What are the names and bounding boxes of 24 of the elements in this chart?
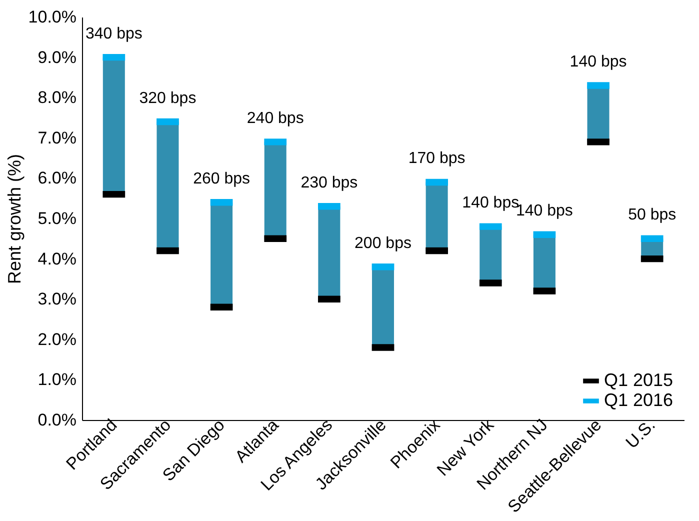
- y-tick-label: 9.0%: [38, 48, 76, 67]
- legend-label: Q1 2016: [604, 390, 674, 410]
- y-tick-label: 5.0%: [38, 209, 76, 228]
- y-tick-label: 7.0%: [38, 128, 76, 148]
- y-tick-label: 1.0%: [38, 370, 76, 390]
- annotation: 50 bps: [628, 206, 676, 224]
- legend-label: Q1 2015: [604, 370, 674, 390]
- annotation: 140 bps: [570, 54, 627, 71]
- y-tick-label: 6.0%: [38, 168, 76, 188]
- y-tick-label: 3.0%: [38, 290, 76, 309]
- annotation: 240 bps: [246, 110, 304, 127]
- annotation: 320 bps: [139, 90, 196, 107]
- x-tick-label: U.S.: [622, 415, 659, 452]
- y-tick-label: 2.0%: [38, 330, 76, 349]
- y-tick-label: 10.0%: [28, 8, 76, 26]
- annotation: 200 bps: [354, 234, 412, 252]
- annotation: 230 bps: [300, 174, 358, 192]
- annotation: 140 bps: [462, 194, 520, 212]
- annotation: 340 bps: [85, 25, 142, 42]
- annotation: 170 bps: [408, 150, 466, 168]
- y-axis-title: Rent growth (%): [4, 154, 24, 284]
- annotation: 260 bps: [193, 170, 250, 188]
- y-tick-label: 8.0%: [38, 88, 76, 108]
- y-tick-label: 4.0%: [38, 249, 76, 268]
